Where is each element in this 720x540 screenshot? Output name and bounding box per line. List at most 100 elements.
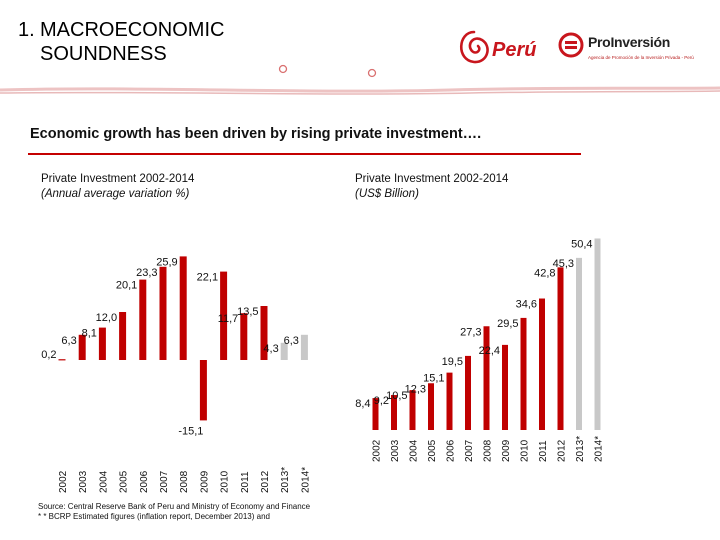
proinversion-tagline: Agencia de Promoción de la Inversión Pri… [588, 55, 694, 60]
chart1-category-label: 2002 [58, 470, 69, 493]
chart1-bar-2004 [98, 327, 106, 360]
chart2-bar-2007 [465, 355, 471, 430]
chart2-value-label: 19,5 [442, 356, 463, 368]
chart1-title: Private Investment 2002-2014 [41, 173, 195, 185]
chart2-category-label: 2004 [409, 439, 420, 462]
chart1-bar-2003 [78, 334, 86, 360]
chart1-bar-2010 [220, 271, 228, 360]
chart1-category-label: 2009 [199, 470, 210, 493]
headline: Economic growth has been driven by risin… [30, 126, 482, 142]
chart2-bar-2014* [594, 238, 601, 430]
chart1-category-label: 2006 [139, 470, 150, 493]
chart1-value-label: 0,2 [41, 349, 56, 361]
chart2-bar-2010 [520, 317, 527, 430]
chart1-bar-2008 [179, 256, 187, 360]
header-brush-stroke [0, 64, 720, 95]
chart1-value-label: 12,0 [96, 312, 117, 324]
chart2-category-label: 2013* [575, 436, 586, 462]
chart2-category-label: 2002 [372, 439, 383, 462]
chart2-value-label: 8,4 [355, 398, 370, 410]
chart1-category-label: 2003 [78, 470, 89, 493]
chart1-value-label: 6,3 [284, 335, 299, 347]
chart2-bar-2009 [502, 344, 508, 430]
chart2-title: Private Investment 2002-2014 [355, 173, 509, 185]
chart2-value-label: 9,2 [374, 395, 389, 407]
chart1-category-label: 2005 [119, 470, 130, 493]
chart2-value-label: 29,5 [497, 318, 518, 330]
chart2-bar-2008 [483, 326, 490, 430]
peru-logo: Perú [459, 30, 536, 64]
chart2-bar-2013* [576, 257, 582, 430]
peru-logo-text: Perú [492, 39, 536, 61]
chart1-bar-2005 [119, 312, 127, 360]
chart1-category-label: 2011 [240, 471, 251, 493]
chart1-bar-2012 [260, 306, 268, 360]
chart2-bar-2006 [446, 372, 453, 430]
chart1-bar-2007 [159, 266, 167, 360]
chart1-value-label: -15,1 [178, 425, 203, 437]
proinversion-logo-icon [558, 32, 584, 58]
source-line-2: * * BCRP Estimated figures (inflation re… [38, 512, 270, 521]
chart2-value-label: 45,3 [553, 258, 574, 270]
chart2-value-label: 42,8 [534, 267, 555, 279]
chart2-category-label: 2011 [538, 440, 549, 462]
source-note: Source: Central Reserve Bank of Peru and… [38, 502, 368, 522]
chart1-value-label: 13,5 [237, 306, 258, 318]
chart1-bar-2009 [199, 360, 207, 421]
chart2-bar-2004 [409, 390, 416, 430]
chart1-category-label: 2008 [179, 470, 190, 493]
chart1-value-label: 8,1 [82, 328, 97, 340]
chart2-category-label: 2010 [520, 439, 531, 462]
chart1-value-label: 4,3 [263, 343, 278, 355]
chart2-value-label: 27,3 [460, 326, 481, 338]
chart1-value-label: 11,7 [218, 313, 239, 325]
chart2-category-label: 2003 [390, 439, 401, 462]
decor-circle-icon [367, 68, 377, 78]
peru-logo-swirl-icon [459, 30, 489, 64]
chart2-value-label: 12,3 [405, 383, 426, 395]
chart2-value-label: 22,4 [479, 345, 500, 357]
chart1-category-label: 2014* [300, 467, 311, 493]
chart1-category-label: 2010 [220, 470, 231, 493]
chart2-bar-2002 [372, 398, 379, 430]
proinversion-logo-text: ProInversión [588, 34, 670, 50]
chart2-value-label: 34,6 [516, 299, 537, 311]
chart1-bar-2002 [58, 359, 66, 361]
chart2-bar-2011 [539, 298, 545, 430]
decor-circle-icon [278, 64, 288, 74]
chart1-value-label: 25,9 [156, 256, 177, 268]
chart2-category-label: 2008 [483, 439, 494, 462]
chart1-category-label: 2004 [98, 470, 109, 493]
chart1-value-label: 6,3 [61, 335, 76, 347]
chart1-value-label: 20,1 [116, 280, 137, 292]
chart1-category-label: 2007 [159, 470, 170, 493]
chart2-category-label: 2005 [427, 439, 438, 462]
headline-underline [28, 153, 581, 155]
chart1-category-label: 2013* [280, 467, 291, 493]
chart2-category-label: 2006 [446, 439, 457, 462]
chart2-bar-2003 [391, 395, 397, 430]
chart2-category-label: 2012 [557, 439, 568, 462]
chart2-value-label: 15,1 [423, 373, 444, 385]
chart2-category-label: 2014* [594, 436, 605, 462]
chart2-category-label: 2007 [464, 439, 475, 462]
chart1-title-block: Private Investment 2002-2014 (Annual ave… [41, 172, 194, 202]
section-title-line2: SOUNDNESS [40, 43, 167, 65]
chart2-value-label: 10,5 [386, 390, 407, 402]
chart1-bar-2013* [280, 342, 288, 360]
chart1-value-label: 23,3 [136, 267, 157, 279]
chart1-value-label: 22,1 [197, 272, 218, 284]
chart1-bar-2014* [300, 334, 308, 360]
source-line-1: Source: Central Reserve Bank of Peru and… [38, 502, 311, 511]
chart2-bar-2012 [557, 267, 564, 430]
section-title-line1: MACROECONOMIC [40, 19, 225, 41]
section-number: 1. [18, 19, 35, 41]
chart2-subtitle: (US$ Billion) [355, 188, 419, 200]
chart2-title-block: Private Investment 2002-2014 (US$ Billio… [355, 172, 508, 202]
chart1-bar-2011 [240, 313, 248, 360]
chart1-subtitle: (Annual average variation %) [41, 188, 190, 200]
section-title: 1. MACROECONOMIC SOUNDNESS [18, 18, 224, 66]
chart2-bar-2005 [428, 383, 434, 430]
